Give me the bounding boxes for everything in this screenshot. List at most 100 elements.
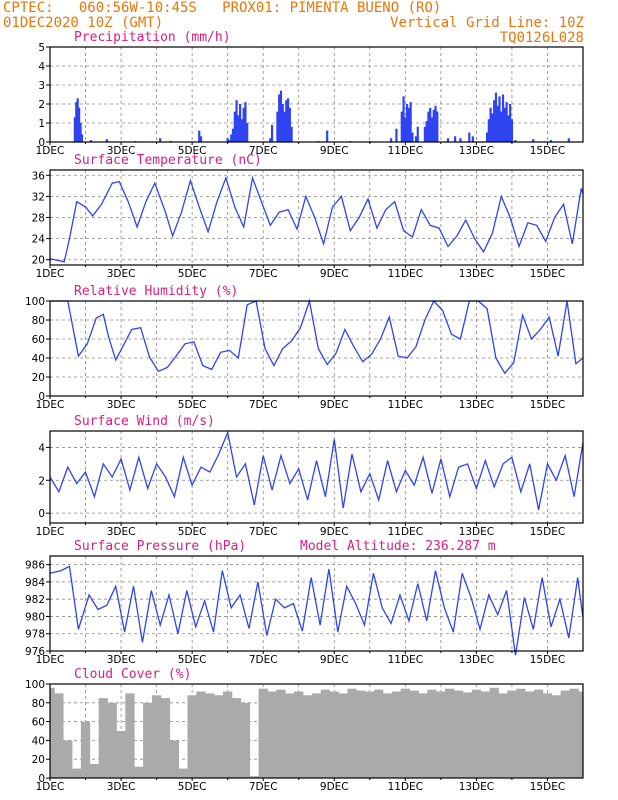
cloud-xtick-label: 13DEC — [459, 781, 494, 793]
precip-xtick-label: 11DEC — [388, 145, 423, 157]
rh-ytick-label: 0 — [38, 391, 45, 403]
precip-bar — [429, 107, 432, 142]
precip-bar — [159, 138, 162, 142]
precip-bar — [549, 140, 553, 142]
temp-ytick-label: 28 — [32, 213, 45, 225]
precip-bar — [423, 126, 426, 142]
precip-bar — [404, 117, 407, 142]
precip-bar — [425, 121, 428, 142]
rh-xtick-label: 15DEC — [530, 399, 565, 411]
wind-xtick-label: 13DEC — [459, 526, 494, 538]
precip-bar — [390, 138, 393, 142]
precip-xtick-label: 3DEC — [107, 145, 136, 157]
cloud-bar — [311, 693, 322, 778]
cloud-xtick-label: 5DEC — [178, 781, 207, 793]
precip-ytick-label: 2 — [38, 99, 45, 111]
cloud-bar — [294, 691, 304, 778]
pres-frame — [49, 555, 584, 652]
precip-ytick-label: 5 — [38, 42, 45, 54]
rh-ytick-label: 100 — [25, 296, 45, 308]
cloud-bar — [462, 692, 473, 778]
cloud-bar — [533, 689, 544, 778]
cloud-bar — [134, 766, 144, 778]
cloud-title: Cloud Cover (%) — [74, 667, 191, 682]
rh-xtick-label: 13DEC — [459, 399, 494, 411]
cloud-ytick-label: 80 — [32, 698, 45, 710]
precip-bar — [246, 123, 249, 142]
cloud-bar — [480, 691, 490, 778]
cloud-xtick-label: 7DEC — [249, 781, 278, 793]
cloud-bar — [231, 698, 242, 778]
precip-bar — [436, 111, 439, 142]
precip-bar — [76, 98, 79, 142]
header-grid-line: Vertical Grid Line: 10Z — [390, 15, 584, 31]
pres-xtick-label: 11DEC — [388, 654, 423, 666]
precip-bar — [414, 136, 418, 142]
precip-bar — [471, 136, 474, 142]
cloud-ytick-label: 0 — [38, 773, 45, 785]
cloud-bar — [471, 689, 482, 778]
cloud-bar — [525, 691, 535, 778]
precip-bar — [78, 107, 81, 142]
temp-ytick-label: 32 — [32, 191, 45, 203]
precip-bar — [409, 102, 412, 142]
temp-ytick-label: 20 — [32, 255, 45, 267]
precip-bar — [228, 140, 231, 142]
temp-series-line — [49, 175, 584, 263]
cloud-bar — [107, 702, 117, 778]
pres-ytick-label: 976 — [25, 646, 45, 658]
precip-bar — [434, 105, 437, 142]
wind-xtick-label: 1DEC — [36, 526, 65, 538]
cloud-xtick-label: 15DEC — [530, 781, 565, 793]
cloud-bar — [258, 688, 268, 778]
cloud-bar — [98, 698, 108, 778]
precip-bar — [411, 132, 414, 142]
cloud-bar — [63, 740, 73, 778]
precip-bar — [326, 130, 329, 142]
wind-xtick-label: 15DEC — [530, 526, 565, 538]
cloud-bar — [489, 687, 499, 778]
cloud-ytick-label: 100 — [25, 679, 45, 691]
pres-xtick-label: 15DEC — [530, 654, 565, 666]
cloud-ytick-label: 20 — [32, 754, 45, 766]
temp-xtick-label: 5DEC — [178, 268, 207, 280]
rh-ytick-label: 40 — [32, 353, 45, 365]
cloud-bar — [80, 721, 91, 778]
precip-bar — [485, 132, 489, 142]
cloud-bar — [551, 695, 561, 778]
cloud-bar — [276, 689, 286, 778]
precip-bar — [80, 134, 84, 142]
precip-bar — [270, 124, 274, 142]
rh-ytick-label: 20 — [32, 372, 45, 384]
precip-xtick-label: 9DEC — [320, 145, 349, 157]
temp-xtick-label: 13DEC — [459, 268, 494, 280]
cloud-xtick-label: 9DEC — [320, 781, 349, 793]
rh-xtick-label: 3DEC — [107, 399, 136, 411]
cloud-bar — [436, 691, 446, 778]
precip-bar — [507, 115, 510, 142]
precip-bar — [231, 128, 235, 142]
cloud-bar — [329, 691, 339, 778]
precip-xtick-label: 5DEC — [178, 145, 207, 157]
precip-xtick-label: 1DEC — [36, 145, 65, 157]
pres-ytick-label: 980 — [25, 611, 45, 623]
cloud-bar — [178, 768, 188, 778]
precip-bar — [509, 104, 512, 142]
pres-ytick-label: 984 — [25, 577, 45, 589]
precip-bar — [226, 138, 229, 142]
precip-bar — [269, 138, 272, 142]
cloud-bar — [374, 689, 384, 778]
precip-bar — [199, 136, 203, 142]
cloud-frame — [49, 683, 584, 779]
rh-title: Relative Humidity (%) — [74, 284, 238, 299]
precip-bar — [235, 100, 238, 142]
precip-bar — [73, 117, 76, 142]
wind-xtick-label: 11DEC — [388, 526, 423, 538]
precip-bar — [237, 115, 240, 142]
precip-bar — [503, 107, 506, 142]
precip-ytick-label: 0 — [38, 137, 45, 149]
wind-ytick-label: 0 — [38, 508, 45, 520]
precip-xtick-label: 13DEC — [459, 145, 494, 157]
pres-ytick-label: 982 — [25, 594, 45, 606]
wind-title: Surface Wind (m/s) — [74, 414, 215, 429]
